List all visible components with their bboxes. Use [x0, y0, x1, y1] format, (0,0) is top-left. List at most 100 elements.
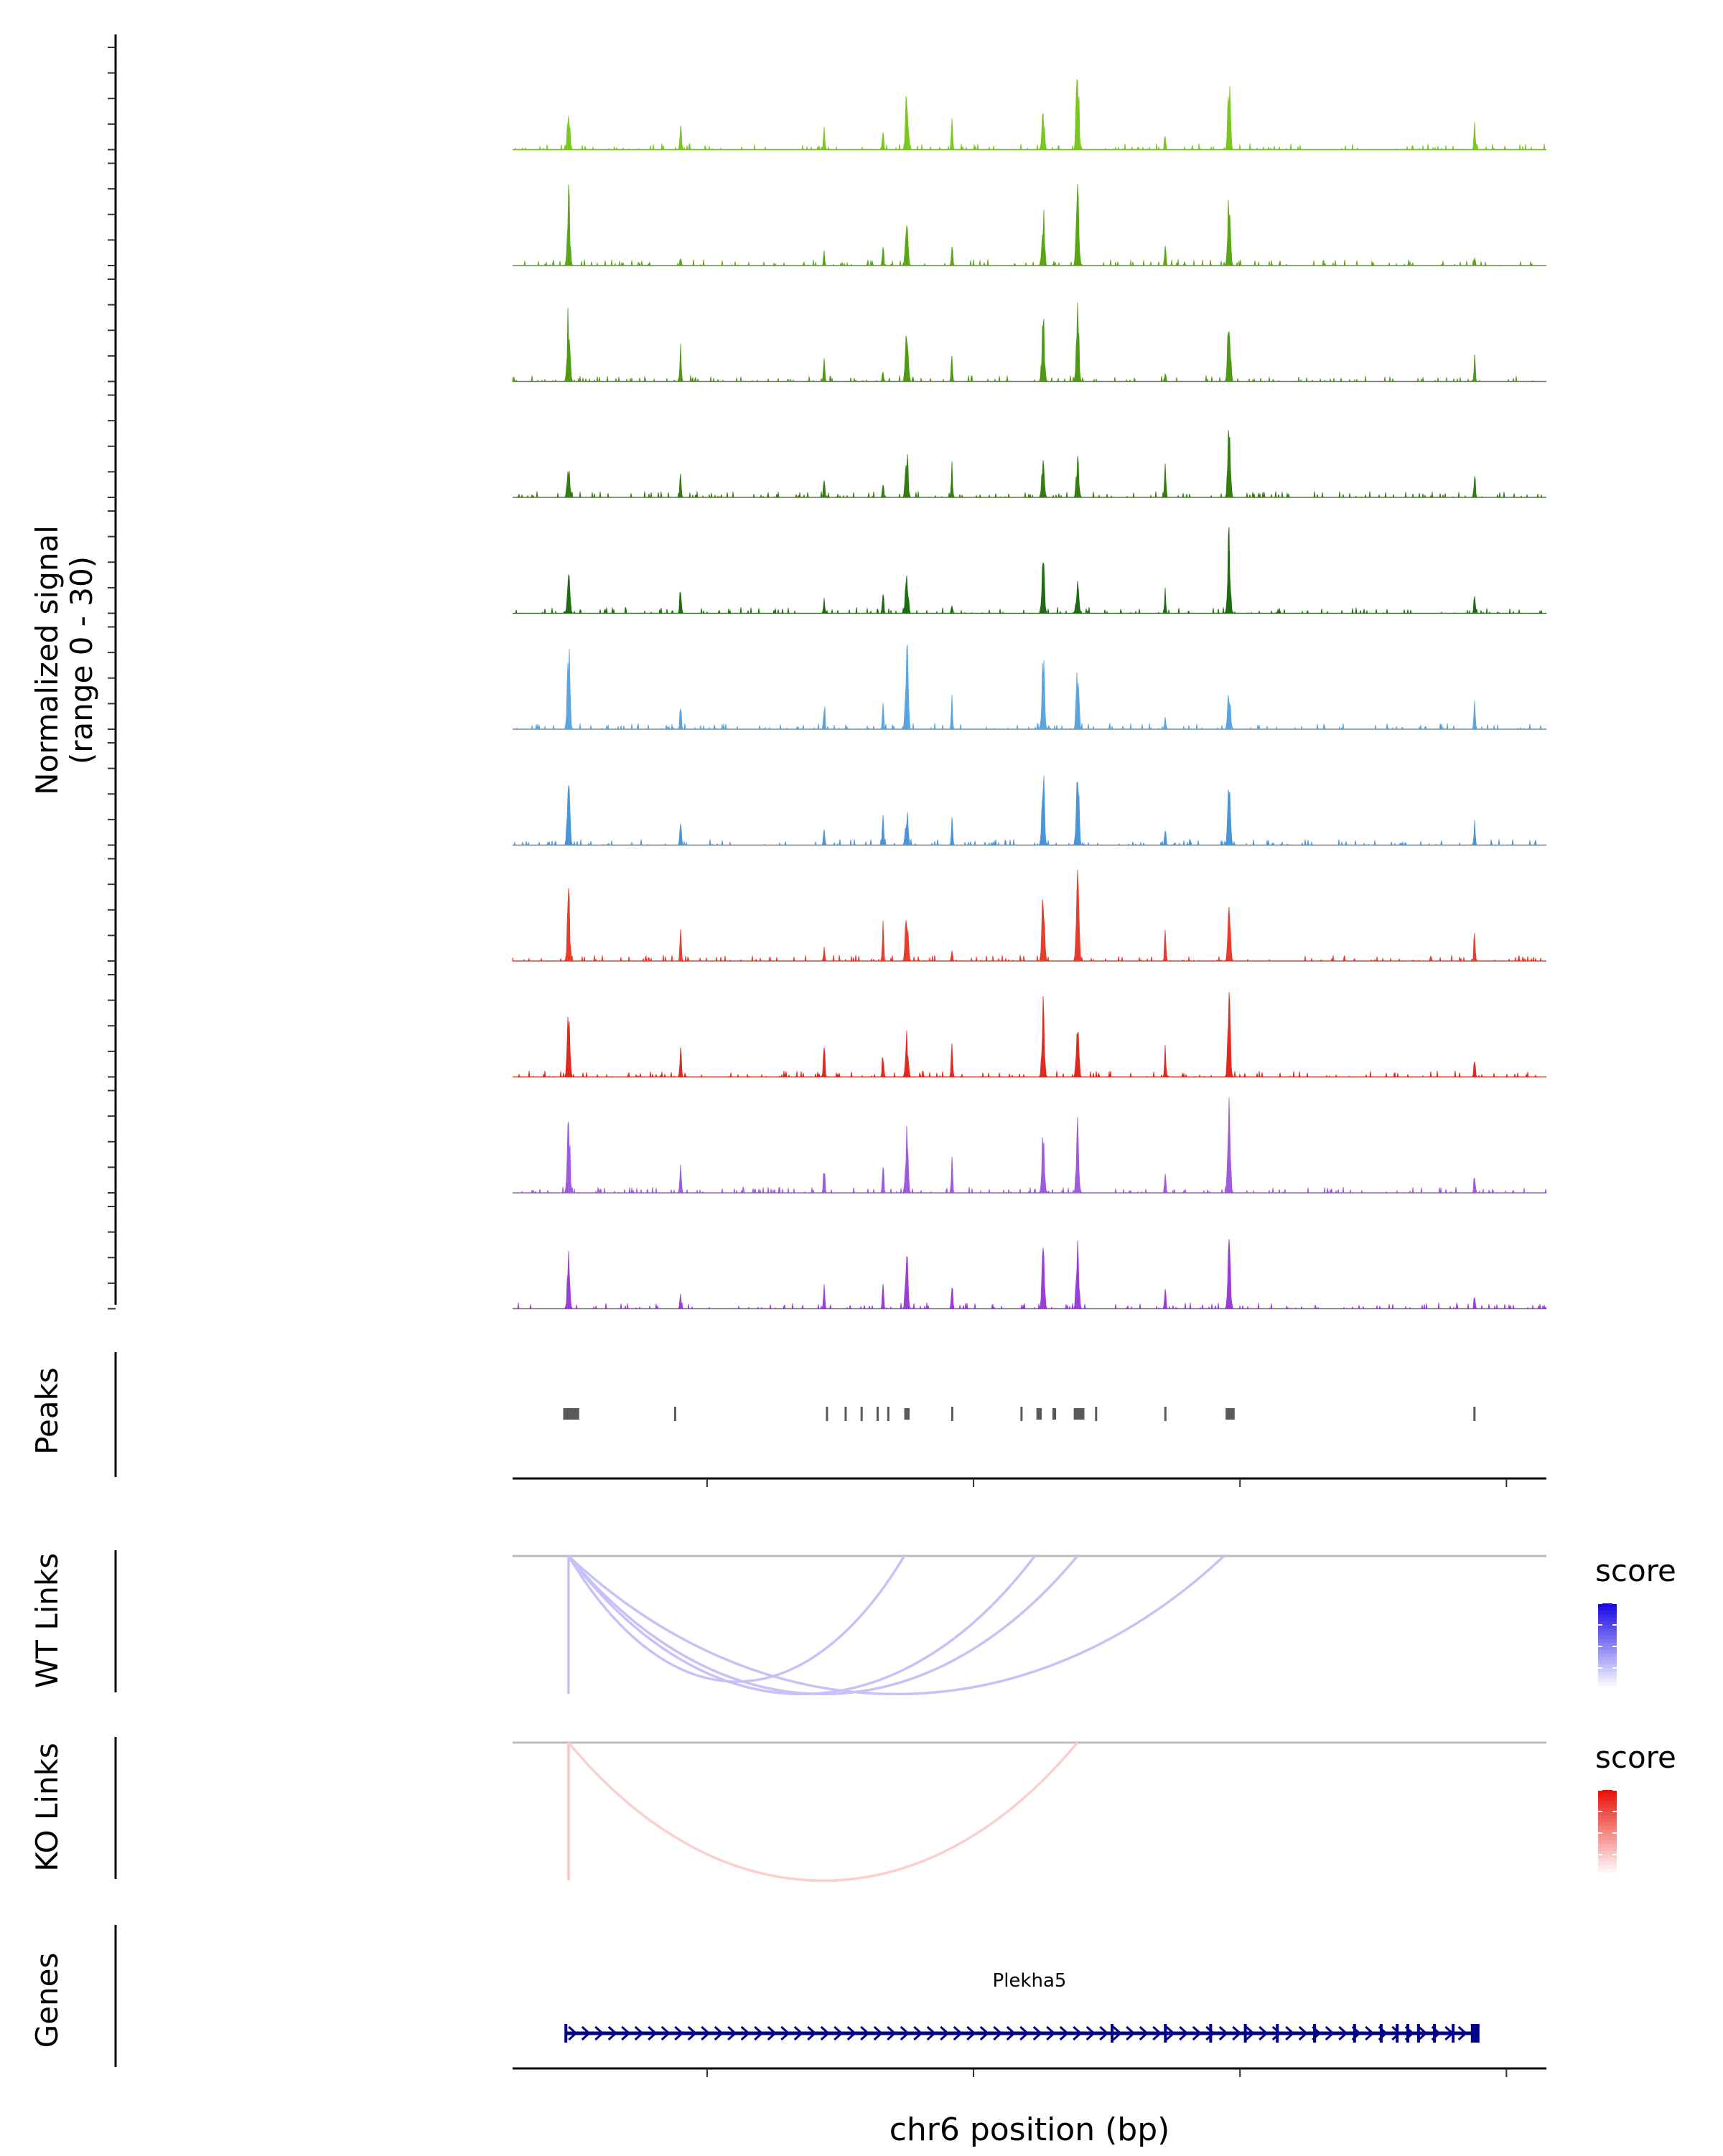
coverage-ylabel-line1: Normalized signal — [29, 525, 65, 795]
peak-region — [563, 1408, 579, 1420]
strand-arrow — [1418, 2025, 1428, 2041]
peak-region — [1095, 1407, 1098, 1421]
strand-arrow — [953, 2025, 963, 2041]
strand-arrow — [1126, 2025, 1136, 2041]
legend-color-step — [1598, 1628, 1617, 1633]
coverage-track — [108, 742, 1546, 847]
strand-arrow — [1192, 2025, 1202, 2041]
strand-arrow — [793, 2025, 803, 2041]
strand-arrow — [940, 2025, 950, 2041]
peaks-label: Peaks — [29, 1367, 65, 1455]
strand-arrow — [634, 2025, 644, 2041]
strand-arrow — [594, 2025, 604, 2041]
strand-arrow — [1285, 2025, 1295, 2041]
strand-arrow — [1059, 2025, 1069, 2041]
strand-arrow — [1019, 2025, 1029, 2041]
legend-color-step — [1598, 1855, 1617, 1859]
gene-exon — [1243, 2024, 1247, 2043]
legend-color-step — [1598, 1679, 1617, 1683]
peak-region — [951, 1407, 953, 1421]
gene-exon — [1396, 2024, 1399, 2043]
strand-arrow — [834, 2025, 844, 2041]
strand-arrow — [1179, 2025, 1189, 2041]
signal-area — [513, 184, 1546, 267]
legend-color-step — [1598, 1862, 1617, 1866]
x-axis-top — [513, 1477, 1546, 1487]
signal-area — [512, 870, 1546, 962]
legend-color-step — [1598, 1672, 1617, 1676]
strand-arrow — [1006, 2025, 1016, 2041]
legend-color-step — [1598, 1682, 1617, 1687]
strand-arrow — [966, 2025, 976, 2041]
strand-arrow — [1259, 2025, 1269, 2041]
strand-arrow — [780, 2025, 790, 2041]
peak-region — [1073, 1408, 1085, 1420]
strand-arrow — [1165, 2025, 1175, 2041]
strand-arrow — [1232, 2025, 1242, 2041]
link-arc — [567, 1555, 1079, 1695]
x-axis-label: chr6 position (bp) — [889, 2112, 1170, 2148]
peaks-panel — [114, 1352, 1476, 1477]
legend-color-step — [1598, 1873, 1617, 1877]
coverage-track — [108, 858, 1546, 962]
strand-arrow — [1271, 2025, 1281, 2041]
strand-arrow — [1218, 2025, 1228, 2041]
strand-arrow — [1046, 2025, 1056, 2041]
gene-exon — [564, 2024, 568, 2043]
wt-legend-title: score — [1595, 1553, 1676, 1588]
strand-arrow — [860, 2025, 870, 2041]
strand-arrow — [1325, 2025, 1335, 2041]
gene-exon — [1313, 2024, 1317, 2043]
legend-color-step — [1598, 1639, 1617, 1644]
legend-color-step — [1598, 1847, 1617, 1852]
wt-links-label: WT Links — [29, 1553, 65, 1688]
signal-area — [513, 430, 1546, 499]
legend-color-step — [1598, 1858, 1617, 1862]
legend-color-step — [1598, 1650, 1617, 1654]
legend-color-step — [1598, 1840, 1617, 1845]
strand-arrow — [1457, 2025, 1467, 2041]
wt-score-legend — [1598, 1603, 1617, 1690]
link-arc — [567, 1555, 906, 1683]
genes-label: Genes — [29, 1953, 65, 2048]
legend-color-step — [1598, 1794, 1617, 1798]
legend-color-step — [1598, 1654, 1617, 1658]
strand-arrow — [873, 2025, 883, 2041]
strand-arrow — [687, 2025, 697, 2041]
coverage-ylabel-line2: (range 0 - 30) — [64, 556, 99, 764]
signal-area — [512, 302, 1546, 383]
strand-arrow — [900, 2025, 910, 2041]
strand-arrow — [674, 2025, 684, 2041]
signal-area — [513, 992, 1546, 1079]
ko-score-legend — [1598, 1789, 1617, 1877]
gene-exon — [1209, 2024, 1213, 2043]
strand-arrow — [754, 2025, 764, 2041]
legend-color-step — [1598, 1819, 1617, 1823]
peak-region — [844, 1407, 847, 1421]
gene-exon — [1353, 2024, 1356, 2043]
strand-arrow — [1099, 2025, 1109, 2041]
coverage-track — [108, 162, 1546, 267]
peak-region — [904, 1408, 910, 1420]
legend-color-step — [1598, 1664, 1617, 1669]
legend-color-step — [1598, 1808, 1617, 1812]
signal-area — [513, 527, 1547, 614]
strand-arrow — [1139, 2025, 1149, 2041]
peak-region — [887, 1407, 889, 1421]
coverage-tracks — [108, 47, 1547, 1310]
legend-color-step — [1598, 1837, 1617, 1841]
strand-arrow — [1152, 2025, 1162, 2041]
legend-color-step — [1598, 1611, 1617, 1615]
legend-color-step — [1598, 1625, 1617, 1629]
peak-region — [876, 1407, 879, 1421]
strand-arrow — [1205, 2025, 1215, 2041]
strand-arrow — [1298, 2025, 1308, 2041]
legend-color-step — [1598, 1614, 1617, 1618]
gene-exon — [1416, 2024, 1420, 2043]
peak-region — [1473, 1407, 1476, 1421]
strand-arrow — [846, 2025, 856, 2041]
legend-color-step — [1598, 1811, 1617, 1816]
strand-arrow — [714, 2025, 724, 2041]
